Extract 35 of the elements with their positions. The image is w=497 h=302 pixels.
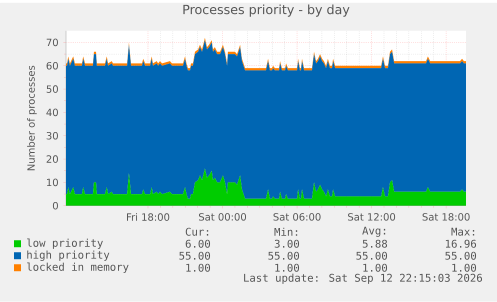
text: 3.00	[274, 240, 300, 248]
chart-title: Processes priority - by day	[183, 4, 350, 17]
text: 6.00	[186, 240, 210, 248]
x-tick-label: Fri 18:00	[127, 213, 170, 221]
x-tick-label: Sat 06:00	[274, 213, 321, 221]
y-tick-label: 30	[46, 132, 58, 140]
text: 55.00	[268, 252, 300, 260]
y-tick-label: 60	[46, 62, 58, 70]
legend-label: locked in memory	[27, 262, 129, 274]
text: 1.00	[275, 264, 300, 272]
text: Last update: Sat Sep 12 22:15:03 2026	[244, 274, 482, 284]
text: 1.00	[186, 264, 210, 272]
y-tick-label: 50	[46, 85, 58, 93]
y-tick-label: 0	[52, 202, 58, 210]
y-tick-label: 40	[46, 108, 58, 116]
text: 1.00	[452, 264, 476, 272]
x-tick-label: Sat 18:00	[422, 213, 470, 221]
text: 55.00	[179, 252, 210, 260]
text: 5.88	[362, 240, 388, 248]
y-axis-title: Number of processes	[27, 66, 37, 170]
legend-label: low priority	[27, 238, 103, 250]
text: Avg:	[362, 226, 386, 237]
legend-label: high priority	[27, 250, 110, 262]
text: 16.96	[446, 240, 476, 248]
y-tick-label: 70	[46, 38, 58, 46]
text: 55.00	[445, 252, 476, 260]
text: 55.00	[356, 252, 388, 260]
text: Max:	[451, 228, 474, 236]
x-tick-label: Sat 00:00	[198, 213, 246, 221]
text: 1.00	[363, 264, 388, 272]
text: Cur:	[186, 228, 208, 236]
y-tick-label: 20	[46, 155, 58, 163]
y-tick-label: 10	[47, 178, 58, 186]
text: Min:	[274, 228, 298, 236]
x-tick-label: Sat 12:00	[348, 213, 396, 221]
